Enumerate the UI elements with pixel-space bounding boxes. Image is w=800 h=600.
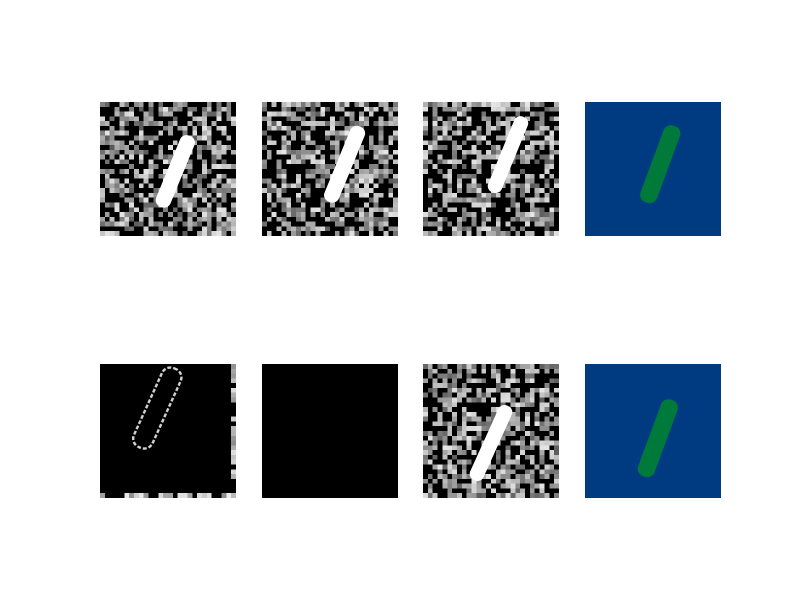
noisy-digit-panel-4 (423, 364, 559, 498)
noisy-digit-panel-2 (262, 102, 398, 236)
noisy-digit-panel-1 (100, 102, 236, 236)
edge-map-image (100, 364, 236, 498)
segmentation-mask-panel-2 (585, 364, 721, 498)
noisy-digit-panel-3 (423, 102, 559, 236)
segmentation-mask-image-2 (585, 364, 721, 498)
segmentation-mask-panel-1 (585, 102, 721, 236)
noisy-digit-image-4 (423, 364, 559, 498)
noisy-digit-image-2 (262, 102, 398, 236)
edge-map-panel (100, 364, 236, 498)
blank-output-panel (262, 364, 398, 498)
noisy-digit-image-3 (423, 102, 559, 236)
blank-output-image (262, 364, 398, 498)
segmentation-mask-image-1 (585, 102, 721, 236)
noisy-digit-image-1 (100, 102, 236, 236)
